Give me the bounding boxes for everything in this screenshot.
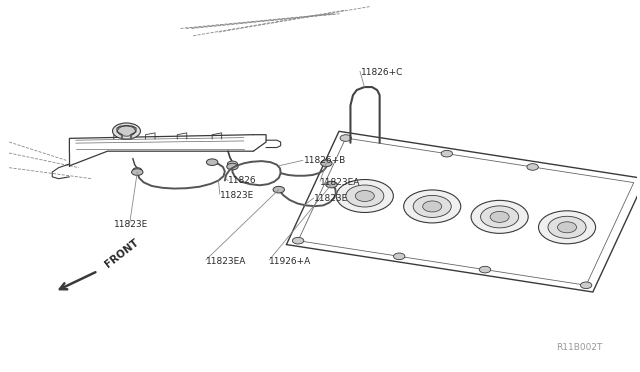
Circle shape (490, 211, 509, 222)
Circle shape (580, 282, 592, 289)
Circle shape (113, 123, 140, 139)
Text: 11826: 11826 (228, 176, 257, 185)
Circle shape (132, 169, 143, 175)
Circle shape (118, 126, 136, 136)
Circle shape (538, 211, 596, 244)
Circle shape (273, 186, 284, 193)
Text: 11826+B: 11826+B (304, 156, 346, 165)
Circle shape (527, 164, 538, 170)
Circle shape (394, 253, 405, 260)
Circle shape (422, 201, 442, 212)
Circle shape (548, 216, 586, 238)
Circle shape (471, 201, 528, 233)
Circle shape (340, 135, 351, 141)
Circle shape (413, 195, 451, 217)
Circle shape (336, 180, 394, 212)
Text: FRONT: FRONT (103, 237, 141, 270)
Text: 11826+C: 11826+C (361, 68, 404, 77)
Text: 11823E: 11823E (114, 220, 148, 229)
Circle shape (557, 222, 577, 233)
Circle shape (326, 181, 337, 188)
Circle shape (346, 185, 384, 207)
Circle shape (321, 160, 332, 167)
Text: R11B002T: R11B002T (556, 343, 602, 352)
Circle shape (227, 163, 238, 170)
Circle shape (133, 168, 141, 173)
Circle shape (292, 237, 304, 244)
Circle shape (481, 206, 518, 228)
Circle shape (227, 161, 237, 167)
Circle shape (479, 266, 491, 273)
Circle shape (355, 190, 374, 202)
Text: 11823EA: 11823EA (320, 178, 360, 187)
Text: 11926+A: 11926+A (269, 257, 312, 266)
Text: 11823E: 11823E (314, 194, 348, 203)
Circle shape (441, 150, 452, 157)
Circle shape (207, 159, 218, 166)
Text: 11823EA: 11823EA (206, 257, 246, 266)
Text: 11823E: 11823E (220, 191, 254, 200)
Circle shape (404, 190, 461, 223)
